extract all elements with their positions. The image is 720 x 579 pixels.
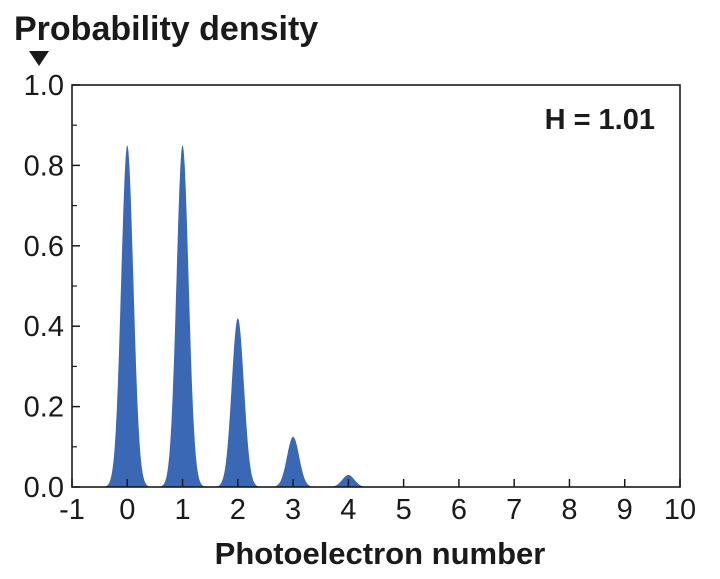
y-tick-label: 0.6 bbox=[24, 231, 64, 263]
x-tick-label: 0 bbox=[119, 494, 135, 526]
x-tick-label: 8 bbox=[561, 494, 577, 526]
y-tick-label: 1.0 bbox=[24, 70, 64, 102]
axis-ticks: -1 0 1 2 3 4 5 6 7 8 9 10 0.0 0.2 0.4 0.6 0.8 1.0 bbox=[24, 70, 696, 526]
series-area bbox=[94, 145, 382, 488]
x-tick-label: 7 bbox=[506, 494, 522, 526]
annotation-label: H = 1.01 bbox=[545, 104, 655, 136]
x-tick-label: 3 bbox=[285, 494, 301, 526]
y-axis-marker-icon bbox=[29, 51, 49, 66]
x-tick-label: 6 bbox=[451, 494, 467, 526]
x-tick-label: 2 bbox=[230, 494, 246, 526]
x-tick-label: -1 bbox=[59, 494, 85, 526]
y-tick-label: 0.8 bbox=[24, 150, 64, 182]
x-tick-label: 9 bbox=[617, 494, 633, 526]
x-tick-label: 10 bbox=[664, 494, 696, 526]
x-axis-label: Photoelectron number bbox=[215, 536, 546, 571]
y-tick-label: 0.4 bbox=[24, 311, 64, 343]
y-tick-label: 0.0 bbox=[24, 472, 64, 504]
y-tick-label: 0.2 bbox=[24, 392, 64, 424]
x-tick-label: 5 bbox=[396, 494, 412, 526]
plot-frame bbox=[71, 84, 681, 488]
x-tick-label: 1 bbox=[174, 494, 190, 526]
y-axis-label: Probability density bbox=[14, 10, 318, 48]
x-tick-label: 4 bbox=[340, 494, 356, 526]
